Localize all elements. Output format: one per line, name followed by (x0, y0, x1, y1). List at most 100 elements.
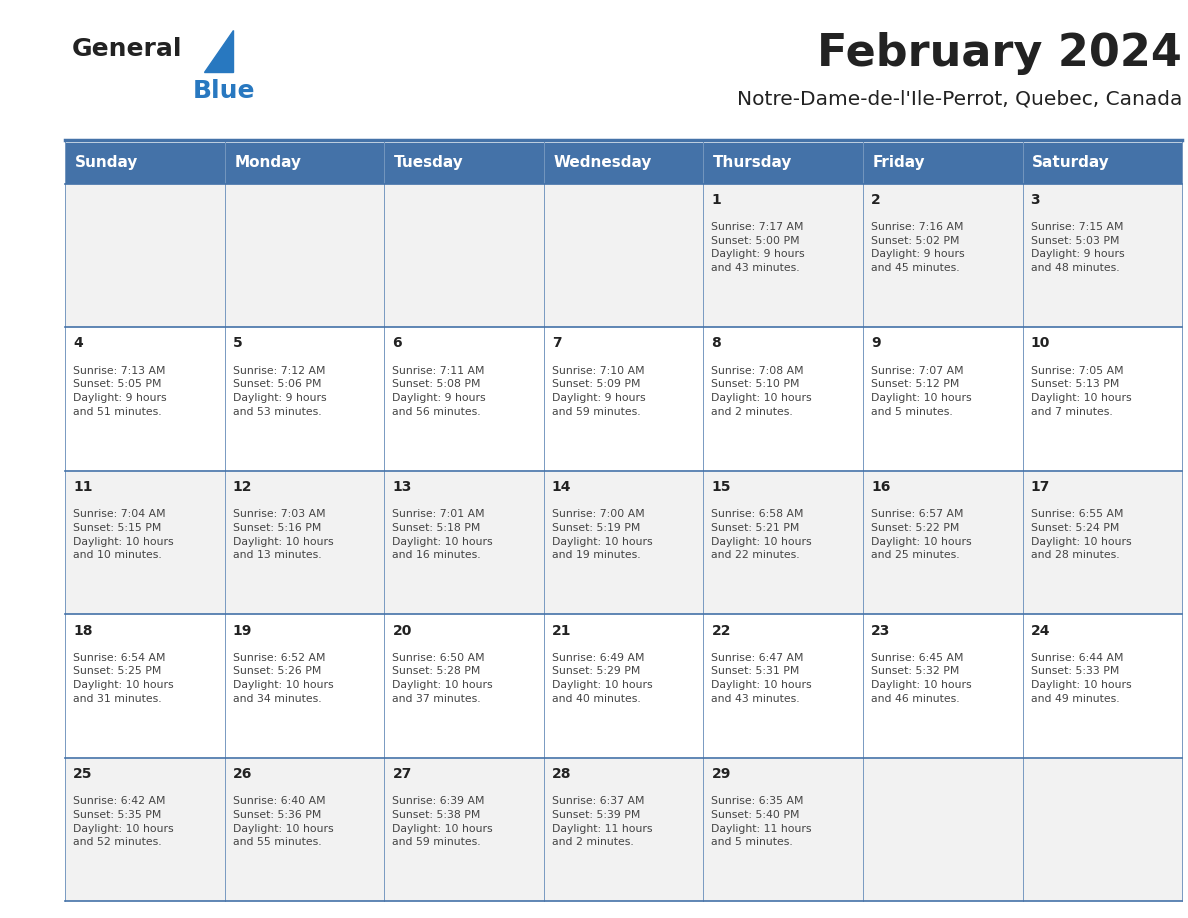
FancyBboxPatch shape (703, 471, 862, 614)
Text: Sunrise: 6:49 AM
Sunset: 5:29 PM
Daylight: 10 hours
and 40 minutes.: Sunrise: 6:49 AM Sunset: 5:29 PM Dayligh… (552, 653, 652, 704)
Text: Sunrise: 7:10 AM
Sunset: 5:09 PM
Daylight: 9 hours
and 59 minutes.: Sunrise: 7:10 AM Sunset: 5:09 PM Dayligh… (552, 365, 645, 417)
Text: 16: 16 (871, 480, 890, 494)
Text: Sunrise: 7:05 AM
Sunset: 5:13 PM
Daylight: 10 hours
and 7 minutes.: Sunrise: 7:05 AM Sunset: 5:13 PM Dayligh… (1030, 365, 1131, 417)
FancyBboxPatch shape (544, 758, 703, 901)
Text: Sunrise: 6:55 AM
Sunset: 5:24 PM
Daylight: 10 hours
and 28 minutes.: Sunrise: 6:55 AM Sunset: 5:24 PM Dayligh… (1030, 509, 1131, 560)
Text: Sunrise: 7:17 AM
Sunset: 5:00 PM
Daylight: 9 hours
and 43 minutes.: Sunrise: 7:17 AM Sunset: 5:00 PM Dayligh… (712, 222, 805, 273)
Text: 15: 15 (712, 480, 731, 494)
FancyBboxPatch shape (385, 327, 544, 471)
Text: Thursday: Thursday (713, 155, 792, 171)
FancyBboxPatch shape (65, 327, 225, 471)
FancyBboxPatch shape (862, 614, 1023, 758)
Text: Tuesday: Tuesday (394, 155, 463, 171)
Text: 25: 25 (74, 767, 93, 781)
Text: Sunrise: 7:00 AM
Sunset: 5:19 PM
Daylight: 10 hours
and 19 minutes.: Sunrise: 7:00 AM Sunset: 5:19 PM Dayligh… (552, 509, 652, 560)
Text: Sunrise: 6:39 AM
Sunset: 5:38 PM
Daylight: 10 hours
and 59 minutes.: Sunrise: 6:39 AM Sunset: 5:38 PM Dayligh… (392, 797, 493, 847)
FancyBboxPatch shape (225, 327, 385, 471)
FancyBboxPatch shape (544, 327, 703, 471)
Text: 6: 6 (392, 336, 402, 351)
Text: 22: 22 (712, 623, 731, 637)
Text: 2: 2 (871, 193, 880, 207)
Text: 4: 4 (74, 336, 83, 351)
Text: 28: 28 (552, 767, 571, 781)
FancyBboxPatch shape (385, 471, 544, 614)
Text: 23: 23 (871, 623, 890, 637)
Text: 13: 13 (392, 480, 412, 494)
Text: Sunrise: 7:16 AM
Sunset: 5:02 PM
Daylight: 9 hours
and 45 minutes.: Sunrise: 7:16 AM Sunset: 5:02 PM Dayligh… (871, 222, 965, 273)
FancyBboxPatch shape (225, 142, 385, 184)
Text: Wednesday: Wednesday (554, 155, 652, 171)
Text: 20: 20 (392, 623, 412, 637)
Text: Sunrise: 6:35 AM
Sunset: 5:40 PM
Daylight: 11 hours
and 5 minutes.: Sunrise: 6:35 AM Sunset: 5:40 PM Dayligh… (712, 797, 811, 847)
FancyBboxPatch shape (65, 471, 225, 614)
Text: Sunrise: 7:11 AM
Sunset: 5:08 PM
Daylight: 9 hours
and 56 minutes.: Sunrise: 7:11 AM Sunset: 5:08 PM Dayligh… (392, 365, 486, 417)
Text: Friday: Friday (872, 155, 925, 171)
Polygon shape (204, 30, 233, 72)
Text: 8: 8 (712, 336, 721, 351)
Text: 27: 27 (392, 767, 412, 781)
FancyBboxPatch shape (703, 327, 862, 471)
Text: 12: 12 (233, 480, 252, 494)
Text: 3: 3 (1030, 193, 1041, 207)
Text: 29: 29 (712, 767, 731, 781)
Text: Sunrise: 6:57 AM
Sunset: 5:22 PM
Daylight: 10 hours
and 25 minutes.: Sunrise: 6:57 AM Sunset: 5:22 PM Dayligh… (871, 509, 972, 560)
Text: 10: 10 (1030, 336, 1050, 351)
Text: Sunrise: 6:50 AM
Sunset: 5:28 PM
Daylight: 10 hours
and 37 minutes.: Sunrise: 6:50 AM Sunset: 5:28 PM Dayligh… (392, 653, 493, 704)
Text: 1: 1 (712, 193, 721, 207)
Text: 11: 11 (74, 480, 93, 494)
FancyBboxPatch shape (1023, 184, 1182, 327)
FancyBboxPatch shape (862, 142, 1023, 184)
Text: Saturday: Saturday (1032, 155, 1110, 171)
FancyBboxPatch shape (65, 142, 225, 184)
FancyBboxPatch shape (862, 758, 1023, 901)
Text: 9: 9 (871, 336, 880, 351)
Text: Sunrise: 7:01 AM
Sunset: 5:18 PM
Daylight: 10 hours
and 16 minutes.: Sunrise: 7:01 AM Sunset: 5:18 PM Dayligh… (392, 509, 493, 560)
FancyBboxPatch shape (225, 614, 385, 758)
Text: Blue: Blue (192, 79, 255, 103)
FancyBboxPatch shape (544, 184, 703, 327)
FancyBboxPatch shape (1023, 327, 1182, 471)
FancyBboxPatch shape (544, 142, 703, 184)
Text: Sunrise: 7:03 AM
Sunset: 5:16 PM
Daylight: 10 hours
and 13 minutes.: Sunrise: 7:03 AM Sunset: 5:16 PM Dayligh… (233, 509, 334, 560)
Text: Sunday: Sunday (75, 155, 138, 171)
Text: 14: 14 (552, 480, 571, 494)
Text: Sunrise: 6:45 AM
Sunset: 5:32 PM
Daylight: 10 hours
and 46 minutes.: Sunrise: 6:45 AM Sunset: 5:32 PM Dayligh… (871, 653, 972, 704)
FancyBboxPatch shape (703, 184, 862, 327)
FancyBboxPatch shape (703, 614, 862, 758)
Text: Sunrise: 7:08 AM
Sunset: 5:10 PM
Daylight: 10 hours
and 2 minutes.: Sunrise: 7:08 AM Sunset: 5:10 PM Dayligh… (712, 365, 813, 417)
Text: Sunrise: 6:47 AM
Sunset: 5:31 PM
Daylight: 10 hours
and 43 minutes.: Sunrise: 6:47 AM Sunset: 5:31 PM Dayligh… (712, 653, 813, 704)
FancyBboxPatch shape (544, 614, 703, 758)
FancyBboxPatch shape (385, 614, 544, 758)
FancyBboxPatch shape (385, 184, 544, 327)
Text: 19: 19 (233, 623, 252, 637)
Text: General: General (71, 37, 182, 61)
Text: Sunrise: 6:44 AM
Sunset: 5:33 PM
Daylight: 10 hours
and 49 minutes.: Sunrise: 6:44 AM Sunset: 5:33 PM Dayligh… (1030, 653, 1131, 704)
Text: Sunrise: 6:54 AM
Sunset: 5:25 PM
Daylight: 10 hours
and 31 minutes.: Sunrise: 6:54 AM Sunset: 5:25 PM Dayligh… (74, 653, 173, 704)
Text: Sunrise: 7:12 AM
Sunset: 5:06 PM
Daylight: 9 hours
and 53 minutes.: Sunrise: 7:12 AM Sunset: 5:06 PM Dayligh… (233, 365, 327, 417)
FancyBboxPatch shape (225, 758, 385, 901)
FancyBboxPatch shape (65, 184, 225, 327)
FancyBboxPatch shape (703, 142, 862, 184)
Text: Sunrise: 6:37 AM
Sunset: 5:39 PM
Daylight: 11 hours
and 2 minutes.: Sunrise: 6:37 AM Sunset: 5:39 PM Dayligh… (552, 797, 652, 847)
Text: 26: 26 (233, 767, 252, 781)
FancyBboxPatch shape (385, 142, 544, 184)
FancyBboxPatch shape (225, 184, 385, 327)
FancyBboxPatch shape (862, 184, 1023, 327)
Text: Notre-Dame-de-l'Ile-Perrot, Quebec, Canada: Notre-Dame-de-l'Ile-Perrot, Quebec, Cana… (737, 90, 1182, 109)
Text: Sunrise: 7:15 AM
Sunset: 5:03 PM
Daylight: 9 hours
and 48 minutes.: Sunrise: 7:15 AM Sunset: 5:03 PM Dayligh… (1030, 222, 1124, 273)
Text: Sunrise: 6:40 AM
Sunset: 5:36 PM
Daylight: 10 hours
and 55 minutes.: Sunrise: 6:40 AM Sunset: 5:36 PM Dayligh… (233, 797, 334, 847)
Text: Sunrise: 7:07 AM
Sunset: 5:12 PM
Daylight: 10 hours
and 5 minutes.: Sunrise: 7:07 AM Sunset: 5:12 PM Dayligh… (871, 365, 972, 417)
Text: Monday: Monday (234, 155, 302, 171)
FancyBboxPatch shape (1023, 471, 1182, 614)
Text: Sunrise: 6:52 AM
Sunset: 5:26 PM
Daylight: 10 hours
and 34 minutes.: Sunrise: 6:52 AM Sunset: 5:26 PM Dayligh… (233, 653, 334, 704)
Text: 18: 18 (74, 623, 93, 637)
Text: Sunrise: 6:58 AM
Sunset: 5:21 PM
Daylight: 10 hours
and 22 minutes.: Sunrise: 6:58 AM Sunset: 5:21 PM Dayligh… (712, 509, 813, 560)
FancyBboxPatch shape (65, 758, 225, 901)
FancyBboxPatch shape (862, 471, 1023, 614)
Text: Sunrise: 6:42 AM
Sunset: 5:35 PM
Daylight: 10 hours
and 52 minutes.: Sunrise: 6:42 AM Sunset: 5:35 PM Dayligh… (74, 797, 173, 847)
FancyBboxPatch shape (1023, 758, 1182, 901)
FancyBboxPatch shape (225, 471, 385, 614)
FancyBboxPatch shape (1023, 142, 1182, 184)
Text: Sunrise: 7:13 AM
Sunset: 5:05 PM
Daylight: 9 hours
and 51 minutes.: Sunrise: 7:13 AM Sunset: 5:05 PM Dayligh… (74, 365, 168, 417)
Text: 17: 17 (1030, 480, 1050, 494)
